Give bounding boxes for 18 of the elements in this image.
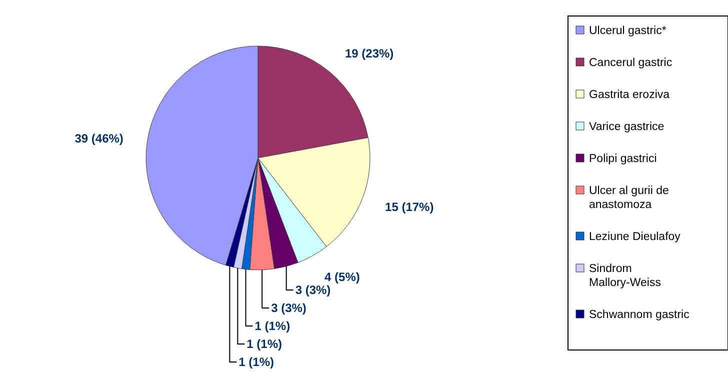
data-label: 4 (5%) [324,270,360,284]
data-label: 15 (17%) [385,200,434,214]
legend-label: Schwannom gastric [589,309,690,322]
data-label: 39 (46%) [74,131,124,146]
data-label: 1 (1%) [246,337,282,352]
data-label: 19 (23%) [344,46,394,61]
data-label: 1 (1%) [238,355,274,370]
data-label: 3 (3%) [295,283,331,298]
legend-label: Sindrom Mallory-Weiss [589,263,662,290]
legend-label: Cancerul gastric [589,57,672,70]
legend-label: Varice gastrice [589,121,664,134]
legend-label: Gastrita eroziva [589,89,670,102]
legend-label: Polipi gastrici [589,153,657,166]
data-label: 1 (1%) [254,319,290,334]
data-label: 3 (3%) [271,301,306,316]
legend-label: Leziune Dieulafoy [589,231,681,244]
legend-label: Ulcerul gastric* [589,25,667,38]
legend-label: Ulcer al gurii de anastomoza [589,185,669,212]
